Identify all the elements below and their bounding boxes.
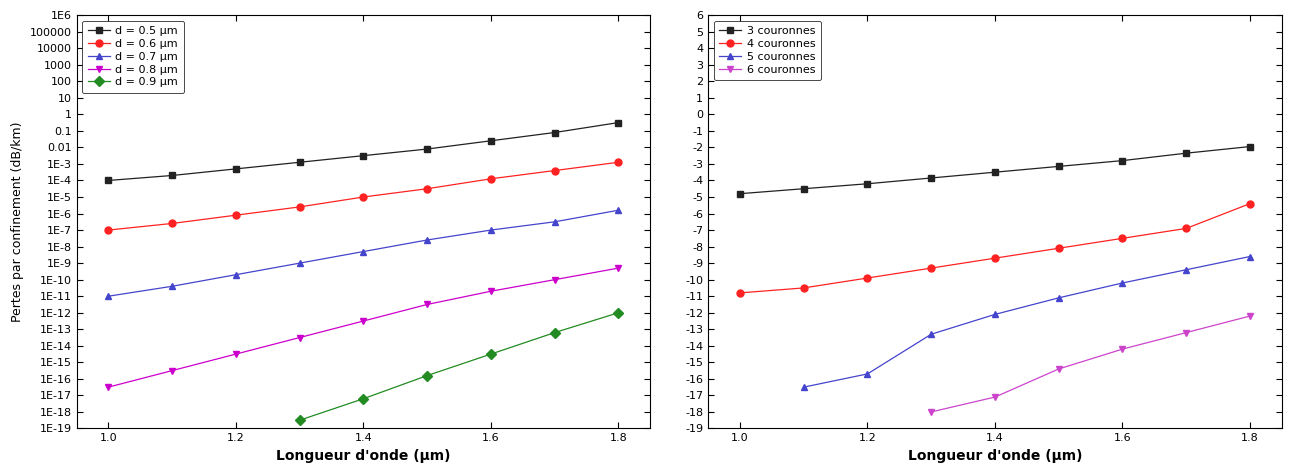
5 couronnes	[1115, 280, 1130, 286]
5 couronnes	[923, 331, 939, 337]
4 couronnes	[860, 275, 875, 281]
d = 0.6 μm	[610, 159, 626, 165]
d = 0.7 μm	[610, 207, 626, 213]
d = 0.5 μm	[484, 138, 499, 144]
d = 0.9 μm	[419, 373, 434, 378]
3 couronnes	[796, 186, 812, 191]
d = 0.7 μm	[547, 219, 562, 225]
d = 0.8 μm	[164, 368, 180, 374]
d = 0.8 μm	[419, 301, 434, 307]
Line: d = 0.9 μm: d = 0.9 μm	[296, 309, 622, 424]
3 couronnes	[1243, 144, 1258, 149]
d = 0.7 μm	[484, 227, 499, 233]
Legend: d = 0.5 μm, d = 0.6 μm, d = 0.7 μm, d = 0.8 μm, d = 0.9 μm: d = 0.5 μm, d = 0.6 μm, d = 0.7 μm, d = …	[81, 21, 184, 93]
4 couronnes	[1178, 226, 1193, 231]
d = 0.5 μm	[101, 178, 116, 183]
d = 0.6 μm	[164, 220, 180, 226]
Y-axis label: Pertes par confinement (dB/km): Pertes par confinement (dB/km)	[12, 121, 25, 322]
Line: d = 0.6 μm: d = 0.6 μm	[105, 159, 622, 234]
X-axis label: Longueur d'onde (μm): Longueur d'onde (μm)	[277, 449, 451, 463]
d = 0.9 μm	[292, 418, 308, 423]
6 couronnes	[923, 409, 939, 415]
d = 0.7 μm	[419, 237, 434, 243]
Line: 4 couronnes: 4 couronnes	[737, 200, 1253, 296]
d = 0.5 μm	[419, 146, 434, 152]
d = 0.6 μm	[356, 194, 371, 200]
d = 0.9 μm	[547, 330, 562, 336]
3 couronnes	[923, 175, 939, 181]
5 couronnes	[1051, 295, 1067, 301]
d = 0.9 μm	[484, 351, 499, 357]
d = 0.7 μm	[164, 283, 180, 289]
5 couronnes	[1178, 267, 1193, 273]
4 couronnes	[923, 265, 939, 271]
d = 0.5 μm	[228, 166, 243, 172]
Line: 3 couronnes: 3 couronnes	[737, 143, 1253, 197]
6 couronnes	[1051, 366, 1067, 372]
4 couronnes	[796, 285, 812, 291]
5 couronnes	[1243, 254, 1258, 259]
d = 0.8 μm	[356, 318, 371, 324]
d = 0.5 μm	[292, 159, 308, 165]
d = 0.6 μm	[101, 227, 116, 233]
d = 0.7 μm	[356, 249, 371, 255]
6 couronnes	[988, 394, 1003, 400]
d = 0.6 μm	[547, 168, 562, 173]
Legend: 3 couronnes, 4 couronnes, 5 couronnes, 6 couronnes: 3 couronnes, 4 couronnes, 5 couronnes, 6…	[714, 21, 821, 80]
4 couronnes	[1243, 201, 1258, 207]
d = 0.7 μm	[101, 293, 116, 299]
3 couronnes	[732, 191, 747, 197]
d = 0.5 μm	[164, 173, 180, 178]
6 couronnes	[1178, 330, 1193, 336]
d = 0.8 μm	[101, 384, 116, 390]
3 couronnes	[988, 169, 1003, 175]
d = 0.5 μm	[547, 130, 562, 136]
d = 0.8 μm	[547, 277, 562, 283]
Line: 5 couronnes: 5 couronnes	[800, 253, 1253, 391]
X-axis label: Longueur d'onde (μm): Longueur d'onde (μm)	[908, 449, 1082, 463]
3 couronnes	[1115, 158, 1130, 164]
Line: 6 couronnes: 6 couronnes	[928, 312, 1253, 415]
d = 0.9 μm	[610, 310, 626, 316]
Line: d = 0.7 μm: d = 0.7 μm	[105, 207, 622, 300]
Line: d = 0.8 μm: d = 0.8 μm	[105, 264, 622, 391]
4 couronnes	[1115, 236, 1130, 241]
d = 0.6 μm	[419, 186, 434, 191]
3 couronnes	[860, 181, 875, 187]
5 couronnes	[988, 311, 1003, 317]
d = 0.8 μm	[228, 351, 243, 357]
d = 0.7 μm	[228, 272, 243, 278]
4 couronnes	[988, 255, 1003, 261]
5 couronnes	[860, 371, 875, 377]
4 couronnes	[1051, 246, 1067, 251]
3 couronnes	[1051, 164, 1067, 169]
5 couronnes	[796, 384, 812, 390]
d = 0.6 μm	[484, 176, 499, 182]
6 couronnes	[1115, 346, 1130, 352]
d = 0.5 μm	[610, 120, 626, 126]
d = 0.8 μm	[610, 265, 626, 271]
3 couronnes	[1178, 150, 1193, 156]
6 couronnes	[1243, 313, 1258, 319]
d = 0.9 μm	[356, 396, 371, 401]
d = 0.7 μm	[292, 260, 308, 266]
d = 0.6 μm	[228, 212, 243, 218]
4 couronnes	[732, 290, 747, 296]
d = 0.8 μm	[484, 288, 499, 294]
d = 0.8 μm	[292, 335, 308, 340]
d = 0.6 μm	[292, 204, 308, 210]
d = 0.5 μm	[356, 153, 371, 158]
Line: d = 0.5 μm: d = 0.5 μm	[105, 119, 622, 184]
